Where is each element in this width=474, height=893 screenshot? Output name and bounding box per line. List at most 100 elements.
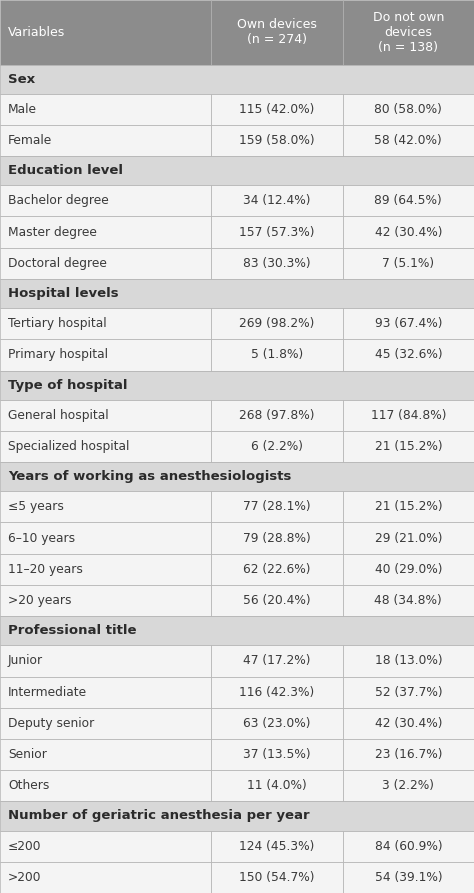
Text: 124 (45.3%): 124 (45.3%) bbox=[239, 839, 315, 853]
Text: 80 (58.0%): 80 (58.0%) bbox=[374, 103, 442, 116]
Bar bbox=[0, 462, 474, 491]
Bar bbox=[211, 247, 343, 279]
Bar bbox=[343, 739, 474, 770]
Text: 48 (34.8%): 48 (34.8%) bbox=[374, 594, 442, 607]
Text: Male: Male bbox=[8, 103, 37, 116]
Text: Education level: Education level bbox=[8, 164, 123, 177]
Bar bbox=[0, 216, 211, 247]
Text: 269 (98.2%): 269 (98.2%) bbox=[239, 317, 315, 330]
Text: 47 (17.2%): 47 (17.2%) bbox=[243, 655, 310, 667]
Text: 157 (57.3%): 157 (57.3%) bbox=[239, 226, 315, 238]
Bar bbox=[0, 64, 474, 94]
Bar bbox=[211, 708, 343, 739]
Bar bbox=[211, 339, 343, 371]
Bar bbox=[343, 554, 474, 585]
Text: 84 (60.9%): 84 (60.9%) bbox=[374, 839, 442, 853]
Bar bbox=[211, 431, 343, 462]
Text: 159 (58.0%): 159 (58.0%) bbox=[239, 134, 315, 147]
Text: 6–10 years: 6–10 years bbox=[8, 531, 75, 545]
Bar bbox=[211, 830, 343, 862]
Bar bbox=[0, 739, 211, 770]
Text: 116 (42.3%): 116 (42.3%) bbox=[239, 686, 314, 698]
Bar bbox=[0, 279, 474, 308]
Text: Number of geriatric anesthesia per year: Number of geriatric anesthesia per year bbox=[8, 809, 310, 822]
Text: Specialized hospital: Specialized hospital bbox=[8, 440, 129, 453]
Text: Sex: Sex bbox=[8, 72, 35, 86]
Bar bbox=[0, 156, 474, 185]
Bar bbox=[0, 801, 474, 830]
Bar bbox=[343, 491, 474, 522]
Bar bbox=[0, 247, 211, 279]
Text: Tertiary hospital: Tertiary hospital bbox=[8, 317, 107, 330]
Bar bbox=[0, 185, 211, 216]
Bar bbox=[343, 431, 474, 462]
Text: 3 (2.2%): 3 (2.2%) bbox=[383, 780, 434, 792]
Bar bbox=[0, 770, 211, 801]
Text: 52 (37.7%): 52 (37.7%) bbox=[374, 686, 442, 698]
Bar bbox=[211, 739, 343, 770]
Text: Senior: Senior bbox=[8, 748, 47, 761]
Bar bbox=[211, 491, 343, 522]
Bar bbox=[211, 216, 343, 247]
Bar bbox=[0, 94, 211, 125]
Text: 150 (54.7%): 150 (54.7%) bbox=[239, 871, 315, 884]
Text: Doctoral degree: Doctoral degree bbox=[8, 257, 107, 270]
Text: ≤200: ≤200 bbox=[8, 839, 42, 853]
Text: 29 (21.0%): 29 (21.0%) bbox=[374, 531, 442, 545]
Text: Female: Female bbox=[8, 134, 52, 147]
Bar bbox=[211, 0, 343, 64]
Text: 268 (97.8%): 268 (97.8%) bbox=[239, 409, 315, 421]
Bar bbox=[343, 339, 474, 371]
Bar bbox=[211, 308, 343, 339]
Text: 54 (39.1%): 54 (39.1%) bbox=[374, 871, 442, 884]
Text: 117 (84.8%): 117 (84.8%) bbox=[371, 409, 446, 421]
Bar bbox=[0, 708, 211, 739]
Bar bbox=[0, 491, 211, 522]
Bar bbox=[343, 646, 474, 677]
Text: Intermediate: Intermediate bbox=[8, 686, 87, 698]
Text: Professional title: Professional title bbox=[8, 624, 137, 638]
Text: Years of working as anesthesiologists: Years of working as anesthesiologists bbox=[8, 471, 292, 483]
Text: Master degree: Master degree bbox=[8, 226, 97, 238]
Bar bbox=[211, 400, 343, 431]
Bar bbox=[0, 585, 211, 616]
Text: ≤5 years: ≤5 years bbox=[8, 500, 64, 513]
Bar bbox=[0, 339, 211, 371]
Text: 40 (29.0%): 40 (29.0%) bbox=[374, 563, 442, 576]
Bar bbox=[0, 677, 211, 708]
Bar bbox=[343, 862, 474, 893]
Text: 11–20 years: 11–20 years bbox=[8, 563, 83, 576]
Text: 11 (4.0%): 11 (4.0%) bbox=[247, 780, 307, 792]
Bar bbox=[211, 770, 343, 801]
Text: 21 (15.2%): 21 (15.2%) bbox=[374, 440, 442, 453]
Bar bbox=[0, 862, 211, 893]
Bar bbox=[211, 585, 343, 616]
Bar bbox=[0, 125, 211, 156]
Text: 5 (1.8%): 5 (1.8%) bbox=[251, 348, 303, 362]
Bar bbox=[343, 677, 474, 708]
Bar bbox=[343, 185, 474, 216]
Bar bbox=[0, 431, 211, 462]
Bar bbox=[211, 646, 343, 677]
Text: Do not own
devices
(n = 138): Do not own devices (n = 138) bbox=[373, 11, 444, 54]
Bar bbox=[211, 185, 343, 216]
Bar bbox=[0, 371, 474, 400]
Text: 93 (67.4%): 93 (67.4%) bbox=[374, 317, 442, 330]
Bar bbox=[343, 0, 474, 64]
Text: Type of hospital: Type of hospital bbox=[8, 379, 128, 392]
Text: 115 (42.0%): 115 (42.0%) bbox=[239, 103, 315, 116]
Text: Deputy senior: Deputy senior bbox=[8, 717, 94, 730]
Text: 89 (64.5%): 89 (64.5%) bbox=[374, 195, 442, 207]
Text: 21 (15.2%): 21 (15.2%) bbox=[374, 500, 442, 513]
Bar bbox=[211, 554, 343, 585]
Bar bbox=[343, 830, 474, 862]
Text: Junior: Junior bbox=[8, 655, 43, 667]
Bar bbox=[343, 247, 474, 279]
Text: 56 (20.4%): 56 (20.4%) bbox=[243, 594, 310, 607]
Bar bbox=[343, 94, 474, 125]
Bar bbox=[343, 585, 474, 616]
Text: 18 (13.0%): 18 (13.0%) bbox=[374, 655, 442, 667]
Text: 7 (5.1%): 7 (5.1%) bbox=[383, 257, 434, 270]
Bar bbox=[211, 862, 343, 893]
Bar bbox=[343, 125, 474, 156]
